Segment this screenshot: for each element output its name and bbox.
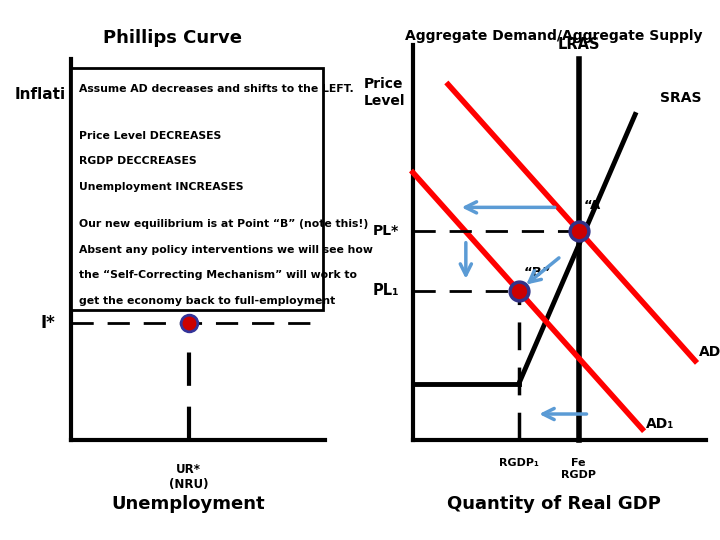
Text: “A”: “A” [176,285,201,298]
Text: AD*: AD* [698,345,720,359]
Text: AD₁: AD₁ [646,417,674,431]
Text: Aggregate Demand/Aggregate Supply: Aggregate Demand/Aggregate Supply [405,29,703,43]
Text: Absent any policy interventions we will see how: Absent any policy interventions we will … [79,245,373,254]
Text: LRAS: LRAS [557,37,600,52]
Text: RGDP DECCREASES: RGDP DECCREASES [79,156,197,166]
Text: RGDP₁: RGDP₁ [499,458,539,468]
Text: PL*: PL* [372,224,399,238]
Text: PL₁: PL₁ [372,284,399,299]
Text: Inflati: Inflati [14,86,66,102]
Text: Unemployment INCREASES: Unemployment INCREASES [79,182,244,192]
Text: Quantity of Real GDP: Quantity of Real GDP [447,495,661,514]
Text: Our new equilibrium is at Point “B” (note this!): Our new equilibrium is at Point “B” (not… [79,219,369,229]
Text: the “Self-Correcting Mechanism” will work to: the “Self-Correcting Mechanism” will wor… [79,270,357,280]
Text: Unemployment: Unemployment [112,495,266,514]
Text: Assume AD decreases and shifts to the LEFT.: Assume AD decreases and shifts to the LE… [79,84,354,94]
Text: Fe
RGDP: Fe RGDP [561,458,596,480]
Text: UR*
(NRU): UR* (NRU) [169,463,208,491]
Text: get the economy back to full-employment: get the economy back to full-employment [79,295,336,306]
FancyBboxPatch shape [71,68,323,309]
Text: Price
Level: Price Level [364,77,405,107]
Text: SRAS: SRAS [660,91,701,105]
Text: “A: “A [584,199,601,212]
Text: “B”: “B” [524,266,552,279]
Text: Phillips Curve: Phillips Curve [103,29,243,46]
Text: I*: I* [41,314,55,333]
Text: Price Level DECREASES: Price Level DECREASES [79,131,222,141]
